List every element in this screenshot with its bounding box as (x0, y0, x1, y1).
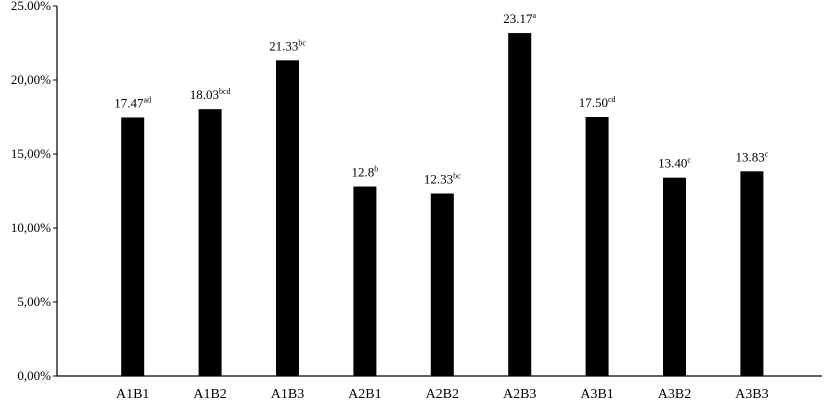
bar-a1b1 (121, 117, 145, 376)
data-label-a1b2: 18.03bcd (190, 87, 231, 102)
data-labels: 17.47ad 18.03bcd 21.33bc 12.8b 12.33bc 23.17a… (114, 11, 768, 186)
data-label-a3b2: 13.40c (658, 156, 691, 171)
y-tick-label: 5,00% (17, 294, 51, 309)
y-tick-label: 25.00% (11, 0, 51, 13)
x-tick-label-a1b2: A1B2 (193, 387, 226, 401)
x-tick-label-a2b3: A2B3 (503, 387, 536, 401)
bar-a3b3 (740, 171, 764, 376)
bars (121, 33, 764, 377)
x-tick-label-a1b1: A1B1 (116, 387, 149, 401)
bar-a3b2 (663, 177, 686, 376)
data-label-a1b3: 21.33bc (269, 38, 306, 53)
x-tick-label-a3b1: A3B1 (580, 387, 613, 401)
x-tick-label-a3b3: A3B3 (735, 387, 768, 401)
y-tick-label: 0,00% (17, 368, 51, 383)
x-tick-label-a2b1: A2B1 (348, 387, 381, 401)
x-tick-label-a3b2: A3B2 (658, 387, 691, 401)
y-axis-ticks: 0,00% 5,00% 10,00% 15,00% 20,00% 25.00% (11, 0, 57, 383)
data-label-a2b2: 12.33bc (424, 172, 461, 187)
x-axis-labels: A1B1 A1B2 A1B3 A2B1 A2B2 A2B3 A3B1 A3B2 A3B3 (116, 387, 769, 401)
data-label-a2b1: 12.8b (352, 165, 379, 180)
data-label-a3b1: 17.50cd (579, 95, 616, 110)
bar-a2b1 (353, 186, 377, 376)
data-label-a1b1: 17.47ad (114, 95, 151, 110)
bar-a2b3 (508, 33, 532, 377)
x-tick-label-a1b3: A1B3 (271, 387, 304, 401)
data-label-a3b3: 13.83c (735, 149, 768, 164)
bar-a2b2 (430, 193, 454, 376)
x-tick-label-a2b2: A2B2 (426, 387, 459, 401)
y-tick-label: 10,00% (11, 220, 51, 235)
bar-a3b1 (585, 117, 609, 376)
y-tick-label: 20,00% (11, 72, 51, 87)
data-label-a2b3: 23.17a (503, 11, 536, 26)
bar-a1b2 (198, 109, 222, 376)
bar-a1b3 (276, 60, 299, 376)
y-tick-label: 15,00% (11, 146, 51, 161)
